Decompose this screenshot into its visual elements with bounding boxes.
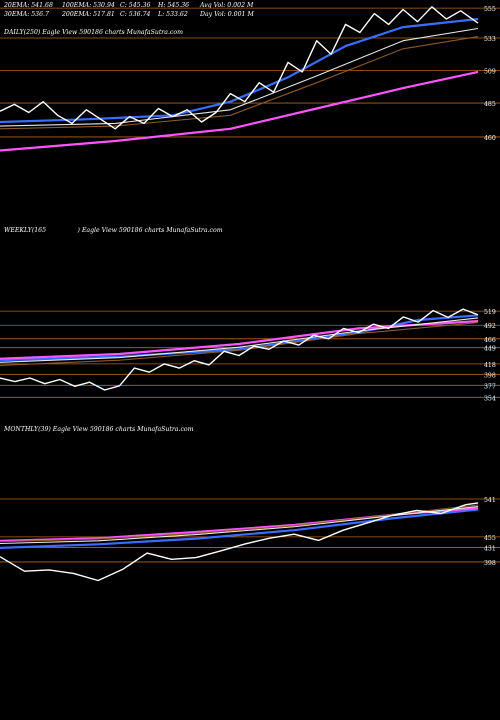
weekly-ema-line-3 (0, 322, 479, 366)
weekly-tick-label: 418 (484, 362, 496, 369)
daily-tick-label: 485 (484, 101, 496, 108)
info-close-2: C: 536.74 (120, 11, 150, 18)
daily-ema-line-3 (0, 70, 479, 152)
monthly-tick-label: 398 (484, 560, 496, 567)
daily-tick-label: 533 (484, 36, 496, 43)
info-30ema: 30EMA: 536.7 (4, 11, 49, 18)
weekly-ema-line-1 (0, 320, 479, 360)
daily-tick-label: 460 (484, 135, 496, 142)
weekly-tick-label: 398 (484, 372, 496, 379)
info-low: L: 533.62 (157, 11, 188, 18)
monthly-tick-label: 455 (484, 535, 496, 542)
monthly-tick-label: 431 (484, 545, 496, 552)
info-200ema: 200EMA: 517.81 (61, 11, 115, 18)
monthly-ema-line-2 (0, 505, 479, 545)
weekly-tick-label: 519 (484, 309, 496, 316)
monthly-panel-title: MONTHLY(39) Eagle View 590186 charts Mun… (3, 426, 194, 433)
daily-tick-label: 555 (484, 6, 496, 13)
weekly-tick-label: 492 (484, 323, 496, 330)
weekly-tick-label: 466 (484, 337, 496, 344)
monthly-ema-line-0 (0, 508, 479, 549)
info-day-vol: Day Vol: 0.001 M (199, 11, 254, 18)
info-avg-vol: Avg Vol: 0.002 M (199, 2, 254, 9)
info-100ema: 100EMA: 530.94 (62, 2, 115, 9)
weekly-panel: 519 492 466 449 418 398 377 354 (0, 308, 500, 402)
daily-price-line (0, 6, 479, 130)
monthly-panel: 541 455 431 398 (0, 497, 500, 582)
daily-panel-title: DAILY(250) Eagle View 590186 charts Muna… (3, 29, 183, 36)
weekly-price-line (0, 308, 479, 391)
weekly-tick-label: 449 (484, 346, 496, 353)
weekly-panel-title: WEEKLY(165 ) Eagle View 590186 charts Mu… (4, 227, 223, 234)
weekly-tick-label: 354 (484, 395, 496, 402)
info-high: H: 545.36 (157, 2, 189, 9)
daily-ema-line-1 (0, 36, 479, 130)
monthly-tick-label: 541 (484, 497, 496, 504)
info-20ema: 20EMA: 541.68 (3, 2, 53, 9)
daily-panel: 555 533 509 485 460 (0, 6, 500, 152)
monthly-price-line (0, 502, 479, 582)
daily-tick-label: 509 (484, 69, 496, 76)
indicator-info: 20EMA: 541.68 100EMA: 530.94 C: 545.36 H… (3, 2, 254, 18)
info-close: C: 545.36 (120, 2, 150, 9)
weekly-tick-label: 377 (484, 383, 496, 390)
weekly-ema-line-0 (0, 314, 479, 362)
weekly-ema-line-2 (0, 317, 479, 363)
